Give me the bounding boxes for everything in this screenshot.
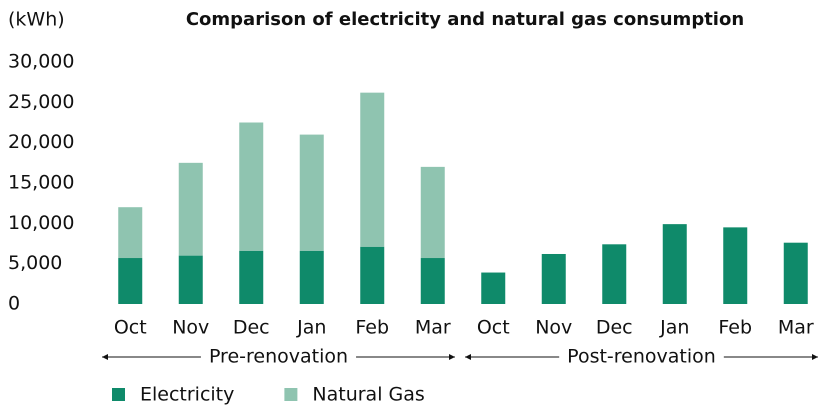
x-tick-label: Nov xyxy=(172,317,209,339)
x-tick-label: Dec xyxy=(233,317,270,339)
bar-segment xyxy=(239,250,264,304)
group-label: Post-renovation xyxy=(567,346,716,368)
y-tick-label: 25,000 xyxy=(8,91,74,113)
y-tick-label: 10,000 xyxy=(8,212,74,234)
chart-title: Comparison of electricity and natural ga… xyxy=(186,9,744,30)
x-tick-label: Jan xyxy=(659,317,689,339)
bar-segment xyxy=(420,258,445,304)
y-tick-label: 20,000 xyxy=(8,131,74,153)
x-tick-label: Oct xyxy=(114,317,147,339)
legend-swatch xyxy=(284,388,298,401)
legend-label: Electricity xyxy=(140,384,234,406)
arrow-head xyxy=(465,354,471,360)
x-tick-label: Dec xyxy=(596,317,633,339)
bar-segment xyxy=(602,244,627,304)
legend-label: Natural Gas xyxy=(312,384,424,406)
bar-segment xyxy=(783,242,808,304)
bar-segment xyxy=(420,166,445,259)
bar-segment xyxy=(723,227,748,304)
bar-segment xyxy=(541,253,566,304)
arrow-head xyxy=(449,354,455,360)
y-axis-label: (kWh) xyxy=(8,9,65,31)
x-tick-label: Mar xyxy=(778,317,814,339)
y-tick-label: 15,000 xyxy=(8,172,74,194)
bar-segment xyxy=(299,250,324,304)
group-label: Pre-renovation xyxy=(209,346,348,368)
bar-segment xyxy=(118,207,143,259)
legend-swatch xyxy=(112,388,125,401)
bar-segment xyxy=(360,92,385,247)
bar-segment xyxy=(118,258,143,304)
bar-segment xyxy=(481,272,506,304)
arrow-head xyxy=(812,354,818,360)
y-tick-label: 0 xyxy=(8,293,20,315)
x-tick-label: Nov xyxy=(535,317,572,339)
bar-segment xyxy=(178,255,203,304)
y-tick-label: 30,000 xyxy=(8,51,74,73)
x-tick-label: Mar xyxy=(415,317,451,339)
x-tick-label: Oct xyxy=(477,317,510,339)
bar-segment xyxy=(662,224,687,304)
bar-segment xyxy=(299,134,324,251)
bar-segment xyxy=(239,122,264,251)
bar-segment xyxy=(178,162,203,256)
x-tick-label: Feb xyxy=(718,317,752,339)
arrow-head xyxy=(102,354,108,360)
x-tick-label: Jan xyxy=(296,317,326,339)
y-tick-label: 5,000 xyxy=(8,252,62,274)
bar-segment xyxy=(360,246,385,304)
x-tick-label: Feb xyxy=(355,317,389,339)
